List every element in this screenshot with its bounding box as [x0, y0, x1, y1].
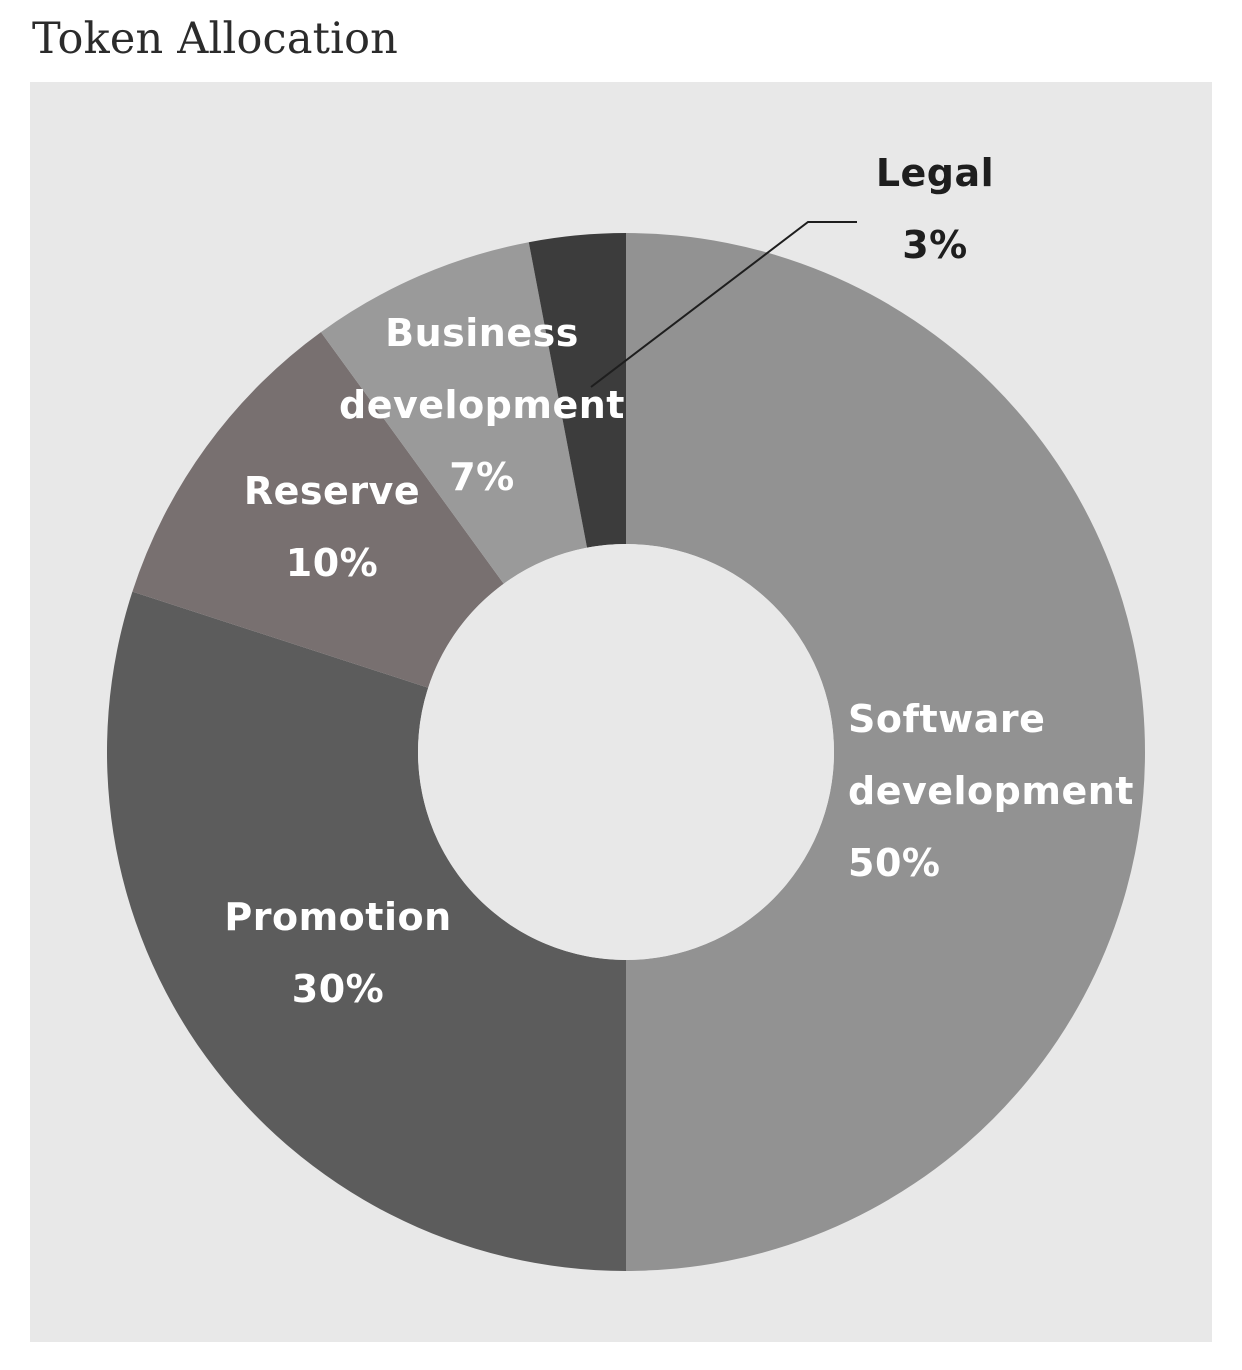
slice-label-reserve-0: Reserve: [244, 469, 420, 513]
slice-legal: [528, 233, 626, 548]
slice-promotion: [106, 591, 626, 1271]
slice-reserve: [132, 332, 504, 688]
donut-chart-panel: Software development 50% Promotion 30% Reserv…: [30, 82, 1212, 1342]
value-label-legal: 3%: [902, 223, 968, 267]
leader-line-legal: [590, 221, 857, 388]
slice-business-development: [320, 242, 588, 584]
slice-label-business-development-0: Business: [385, 311, 579, 355]
slice-label-business-development-1: development: [339, 383, 625, 427]
value-label-promotion: 30%: [292, 967, 384, 1011]
slice-label-software-development-0: Software: [848, 697, 1045, 741]
page-title: Token Allocation: [32, 14, 399, 64]
slice-label-legal-0: Legal: [876, 151, 994, 195]
value-label-software-development: 50%: [848, 841, 940, 885]
donut-hole: [418, 544, 834, 960]
slice-label-promotion-0: Promotion: [224, 895, 451, 939]
slice-software-development: [626, 233, 1145, 1271]
value-label-business-development: 7%: [449, 455, 515, 499]
value-label-reserve: 10%: [286, 541, 378, 585]
donut-chart: Software development 50% Promotion 30% Reserv…: [106, 151, 1145, 1271]
slice-label-software-development-1: development: [848, 769, 1134, 813]
